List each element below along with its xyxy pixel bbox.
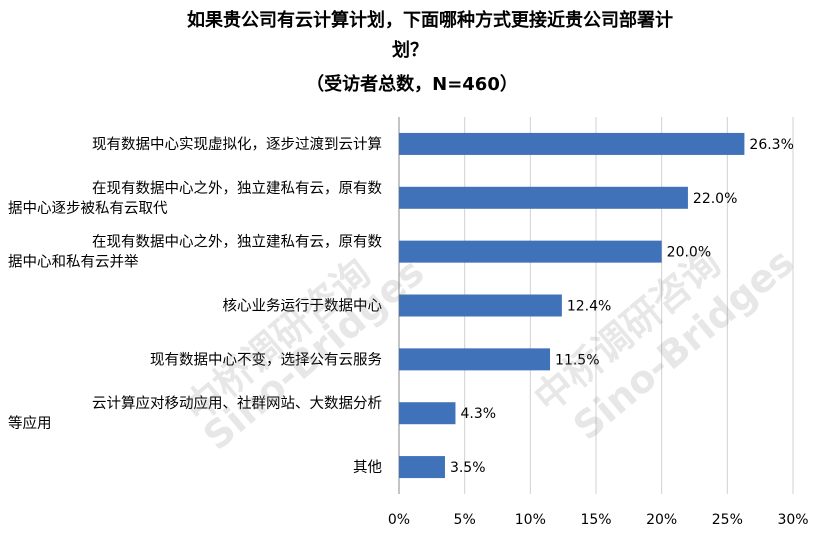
x-tick-label: 30% (777, 512, 808, 528)
bar (399, 186, 688, 209)
data-label: 26.3% (749, 137, 793, 153)
data-label: 20.0% (667, 245, 711, 261)
bar (399, 456, 445, 479)
category-label: 在现有数据中心之外，独立建私有云，原有数 (92, 234, 382, 251)
category-label: 据中心逐步被私有云取代 (8, 200, 168, 217)
x-tick-label: 5% (454, 512, 476, 528)
category-label: 在现有数据中心之外，独立建私有云，原有数 (92, 180, 382, 197)
x-tick-label: 15% (580, 512, 611, 528)
category-label: 等应用 (8, 414, 52, 432)
x-tick-label: 10% (515, 512, 546, 528)
data-label: 12.4% (567, 299, 611, 315)
data-label: 4.3% (460, 406, 496, 422)
bar (399, 402, 456, 425)
category-label: 据中心和私有云并举 (8, 254, 139, 271)
x-tick-label: 20% (646, 512, 677, 528)
data-label: 11.5% (555, 352, 599, 368)
title-line-1: 如果贵公司有云计算计划，下面哪种方式更接近贵公司部署计 (187, 10, 673, 31)
bar (399, 348, 551, 371)
category-label: 其他 (353, 459, 382, 476)
data-label: 3.5% (450, 460, 486, 476)
category-label: 现有数据中心不变，选择公有云服务 (150, 351, 382, 368)
bar (399, 294, 562, 317)
x-tick-label: 0% (388, 512, 410, 528)
bar (399, 132, 745, 155)
category-label: 云计算应对移动应用、社群网站、大数据分析 (92, 394, 382, 412)
title-line-3: （受访者总数，N=460） (306, 74, 518, 95)
category-label: 现有数据中心实现虚拟化，逐步过渡到云计算 (92, 136, 382, 153)
category-label: 核心业务运行于数据中心 (223, 298, 383, 315)
data-label: 22.0% (693, 191, 737, 207)
bar (399, 240, 662, 263)
title-line-2: 划？ (392, 40, 428, 61)
x-tick-label: 25% (712, 512, 743, 528)
